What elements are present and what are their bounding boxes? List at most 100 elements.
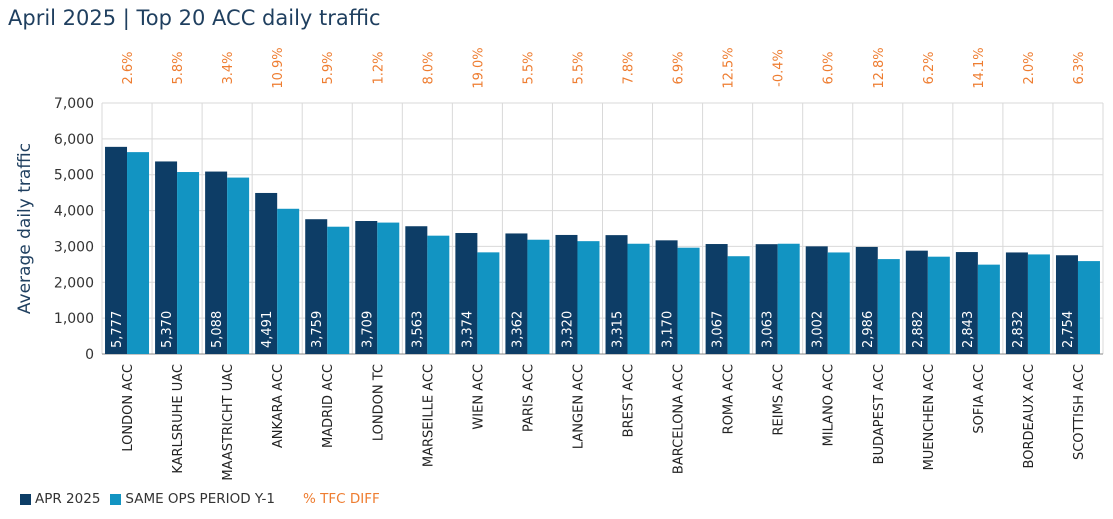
y-tick-label: 2,000 <box>54 275 94 291</box>
bar-value-label: 3,709 <box>360 311 375 348</box>
y-tick-label: 3,000 <box>54 239 94 255</box>
y-tick-label: 0 <box>85 347 94 363</box>
bar-value-label: 3,374 <box>460 311 475 348</box>
pct-diff-label: 1.2% <box>371 51 386 84</box>
bar-value-label: 3,067 <box>711 311 726 348</box>
bar-same-ops-period <box>877 259 900 354</box>
bar-same-ops-period <box>477 252 500 354</box>
bar-value-label: 3,315 <box>611 311 626 348</box>
bar-value-label: 2,882 <box>911 311 926 348</box>
chart-title: April 2025 | Top 20 ACC daily traffic <box>8 6 381 30</box>
pct-diff-label: 12.5% <box>722 47 737 88</box>
bar-value-label: 3,759 <box>310 311 325 348</box>
pct-diff-label: 2.6% <box>121 51 136 84</box>
bar-apr-2025 <box>605 235 628 354</box>
bar-value-label: 3,002 <box>811 311 826 348</box>
bar-apr-2025 <box>805 246 828 354</box>
x-tick-label: ROMA ACC <box>722 364 737 434</box>
legend: APR 2025 SAME OPS PERIOD Y-1 % TFC DIFF <box>20 491 380 507</box>
x-tick-label: REIMS ACC <box>772 364 787 436</box>
bar-same-ops-period <box>227 177 250 354</box>
bar-apr-2025 <box>855 246 878 354</box>
bar-apr-2025 <box>105 146 128 354</box>
pct-diff-label: 19.0% <box>471 47 486 88</box>
bar-apr-2025 <box>1005 252 1028 354</box>
bar-apr-2025 <box>455 233 478 354</box>
pct-diff-label: 12.8% <box>872 47 887 88</box>
bar-value-label: 3,362 <box>510 311 525 348</box>
bar-value-label: 2,843 <box>961 311 976 348</box>
pct-diff-label: 5.5% <box>571 51 586 84</box>
bar-same-ops-period <box>1077 261 1100 354</box>
x-tick-label: BARCELONA ACC <box>672 364 687 474</box>
y-tick-label: 5,000 <box>54 168 94 184</box>
bar-same-ops-period <box>377 222 400 354</box>
x-tick-label: ANKARA ACC <box>271 364 286 448</box>
pct-diff-label: 6.3% <box>1072 51 1087 84</box>
bar-same-ops-period <box>977 264 1000 354</box>
pct-diff-label: 2.0% <box>1022 51 1037 84</box>
pct-diff-label: -0.4% <box>772 49 787 87</box>
x-tick-label: KARLSRUHE UAC <box>171 364 186 474</box>
pct-diff-label: 5.9% <box>321 51 336 84</box>
y-tick-label: 1,000 <box>54 311 94 327</box>
x-tick-label: MAASTRICHT UAC <box>221 364 236 481</box>
pct-diff-label: 14.1% <box>972 47 987 88</box>
bar-chart: 0 1,000 2,000 3,000 4,000 5,000 6,000 7,000 Aver… <box>15 47 1104 481</box>
x-tick-label: MADRID ACC <box>321 364 336 448</box>
bar-same-ops-period <box>127 152 150 354</box>
bar-same-ops-period <box>827 252 850 354</box>
x-tick-label: SOFIA ACC <box>972 364 987 434</box>
bar-same-ops-period <box>427 235 450 354</box>
x-tick-label: MILANO ACC <box>822 364 837 446</box>
x-tick-label: WIEN ACC <box>471 364 486 430</box>
bar-same-ops-period <box>177 172 200 354</box>
x-tick-label: SCOTTISH ACC <box>1072 364 1087 460</box>
bar-value-label: 3,563 <box>410 311 425 348</box>
bar-same-ops-period <box>927 256 950 354</box>
bar-value-label: 5,088 <box>210 311 225 348</box>
bar-value-label: 3,320 <box>560 311 575 348</box>
x-tick-label: LANGEN ACC <box>571 364 586 449</box>
bar-apr-2025 <box>305 219 328 354</box>
bar-apr-2025 <box>1055 255 1078 354</box>
bar-same-ops-period <box>327 226 350 354</box>
bar-value-label: 4,491 <box>260 311 275 348</box>
bar-apr-2025 <box>655 240 678 354</box>
bar-value-label: 2,754 <box>1061 311 1076 348</box>
pct-diff-label: 8.0% <box>421 51 436 84</box>
bar-same-ops-period <box>727 256 750 354</box>
pct-diff-label: 6.0% <box>822 51 837 84</box>
x-tick-label: BUDAPEST ACC <box>872 364 887 464</box>
bar-same-ops-period <box>1027 254 1050 354</box>
x-tick-label: BREST ACC <box>622 364 637 437</box>
bar-value-label: 5,777 <box>110 311 125 348</box>
bar-apr-2025 <box>505 233 528 354</box>
bar-same-ops-period <box>277 208 300 354</box>
bar-apr-2025 <box>255 192 278 354</box>
x-tick-label: MUENCHEN ACC <box>922 364 937 470</box>
pct-diff-label: 5.5% <box>521 51 536 84</box>
legend-label-same-ops-period: SAME OPS PERIOD Y-1 <box>125 491 276 507</box>
y-axis-title: Average daily traffic <box>15 143 35 314</box>
y-tick-label: 6,000 <box>54 132 94 148</box>
bar-apr-2025 <box>205 171 228 354</box>
bar-apr-2025 <box>355 221 378 354</box>
bar-same-ops-period <box>527 239 550 354</box>
bar-apr-2025 <box>555 234 578 354</box>
pct-diff-label: 5.8% <box>171 51 186 84</box>
bar-value-label: 3,170 <box>661 311 676 348</box>
x-tick-label: BORDEAUX ACC <box>1022 364 1037 468</box>
legend-item-apr-2025: APR 2025 <box>20 491 100 507</box>
bar-apr-2025 <box>155 161 178 354</box>
x-tick-label: LONDON ACC <box>121 364 136 452</box>
legend-label-apr-2025: APR 2025 <box>35 491 101 507</box>
pct-diff-label: 6.9% <box>672 51 687 84</box>
y-tick-label: 7,000 <box>54 96 94 112</box>
bar-apr-2025 <box>905 250 928 354</box>
bar-same-ops-period <box>677 247 700 354</box>
legend-label-pct-diff: % TFC DIFF <box>303 491 380 507</box>
bar-apr-2025 <box>955 252 978 354</box>
pct-diff-label: 7.8% <box>622 51 637 84</box>
legend-swatch-same-ops-period <box>110 493 122 505</box>
